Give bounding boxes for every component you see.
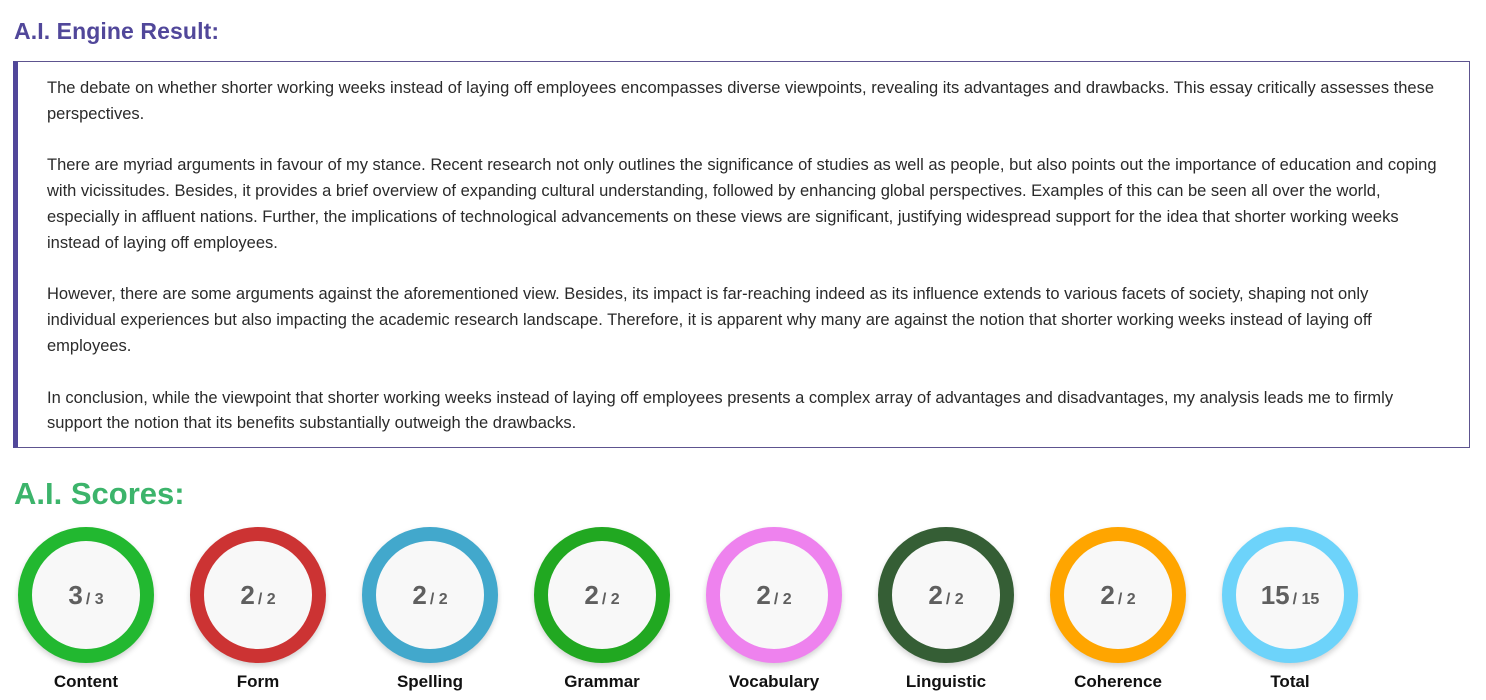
score-ring: 15/ 15 (1222, 527, 1358, 663)
scores-title: A.I. Scores: (14, 476, 185, 511)
score-ring: 2/ 2 (534, 527, 670, 663)
score-ring: 3/ 3 (18, 527, 154, 663)
score-label: Vocabulary (728, 672, 820, 691)
score-ring: 2/ 2 (878, 527, 1014, 663)
score-max: / 2 (1117, 590, 1136, 608)
score-max: / 2 (429, 590, 448, 608)
score-value: 2 (1100, 579, 1115, 610)
score-max: / 2 (257, 590, 276, 608)
score-value: 2 (584, 579, 599, 610)
score-coherence: 2/ 2 Coherence (1050, 527, 1186, 692)
essay-result-box: The debate on whether shorter working we… (13, 61, 1470, 448)
score-value: 2 (928, 579, 943, 610)
score-value: 15 (1260, 579, 1290, 610)
score-label: Form (236, 672, 280, 691)
score-ring: 2/ 2 (706, 527, 842, 663)
score-max: / 3 (85, 590, 104, 608)
score-value: 2 (240, 579, 255, 610)
score-grammar: 2/ 2 Grammar (534, 527, 670, 692)
score-linguistic: 2/ 2 Linguistic (878, 527, 1014, 692)
score-max: / 15 (1292, 590, 1320, 608)
essay-paragraph-conclusion: In conclusion, while the viewpoint that … (47, 388, 1394, 433)
score-value: 2 (412, 579, 427, 610)
score-ring: 2/ 2 (1050, 527, 1186, 663)
score-label: Coherence (1074, 672, 1162, 691)
engine-result-title: A.I. Engine Result: (14, 18, 220, 44)
score-ring: 2/ 2 (190, 527, 326, 663)
essay-paragraph-against: However, there are some arguments agains… (47, 285, 1372, 355)
essay-paragraph-for: There are myriad arguments in favour of … (47, 156, 1437, 252)
score-max: / 2 (773, 590, 792, 608)
score-value: 2 (756, 579, 771, 610)
score-max: / 2 (601, 590, 620, 608)
score-max: / 2 (945, 590, 964, 608)
essay-paragraph-intro: The debate on whether shorter working we… (47, 79, 1435, 123)
score-spelling: 2/ 2 Spelling (362, 527, 498, 692)
score-total: 15/ 15 Total (1222, 527, 1358, 692)
score-label: Grammar (564, 672, 640, 691)
score-label: Spelling (396, 672, 464, 691)
score-label: Content (53, 672, 119, 691)
score-content: 3/ 3 Content (18, 527, 154, 692)
score-label: Total (1270, 672, 1310, 691)
score-label: Linguistic (905, 672, 987, 691)
score-vocabulary: 2/ 2 Vocabulary (706, 527, 842, 692)
score-form: 2/ 2 Form (190, 527, 326, 692)
score-value: 3 (68, 579, 83, 610)
score-ring: 2/ 2 (362, 527, 498, 663)
